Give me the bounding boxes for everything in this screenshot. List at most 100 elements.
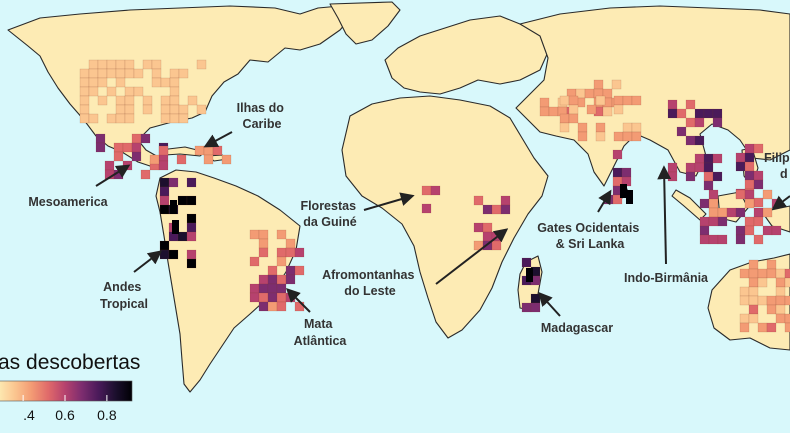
grid-cell (595, 122, 606, 133)
grid-cell (79, 68, 90, 79)
grid-cell (712, 153, 723, 164)
grid-cell (757, 268, 768, 279)
grid-cell (258, 283, 269, 294)
grid-cell (159, 186, 170, 197)
grid-cell (559, 122, 570, 133)
grid-cell (712, 108, 723, 119)
grid-cell (500, 195, 511, 206)
grid-cell (735, 225, 746, 236)
grid-cell (699, 198, 710, 209)
arrow-mesoamerica (95, 164, 131, 187)
label-ilhas-caribe: Ilhas do Caribe (237, 101, 288, 131)
grid-cell (276, 229, 287, 240)
grid-cell (613, 104, 624, 115)
grid-cell (258, 238, 269, 249)
grid-cell (699, 225, 710, 236)
grid-cell (631, 122, 642, 133)
legend-tick-label-2: 0.8 (97, 407, 117, 423)
grid-cell (766, 295, 777, 306)
label-madagascar: Madagascar (541, 321, 613, 335)
grid-cell (249, 292, 260, 303)
landmass-africa (341, 95, 549, 339)
grid-cell (762, 207, 773, 218)
grid-cell (613, 131, 624, 142)
grid-cell (115, 113, 126, 124)
grid-cell (79, 77, 90, 88)
arrow-mata-atlantica (286, 288, 311, 313)
grid-cell (775, 277, 786, 288)
grid-cell-peak (526, 268, 533, 282)
grid-cell (196, 104, 207, 115)
grid-cell (622, 122, 633, 133)
grid-cell (160, 113, 171, 124)
grid-cell (113, 142, 124, 153)
grid-cell (757, 322, 768, 333)
grid-cell (151, 77, 162, 88)
grid-cell (159, 177, 170, 188)
grid-cell (744, 170, 755, 181)
grid-cell (784, 277, 790, 288)
grid-cell (124, 68, 135, 79)
grid-cell (113, 151, 124, 162)
grid-cell (88, 113, 99, 124)
grid-cell (267, 301, 278, 312)
label-mesoamerica: Mesoamerica (28, 195, 108, 209)
grid-cell (739, 295, 750, 306)
grid-cell (178, 68, 189, 79)
grid-cell (775, 286, 786, 297)
arrow-madagascar (538, 291, 561, 317)
grid-cell (106, 59, 117, 70)
grid-cell (88, 86, 99, 97)
grid-cell (539, 106, 550, 117)
arrow-indo-birmania (657, 165, 672, 265)
grid-cell (586, 104, 597, 115)
grid-cell (667, 99, 678, 110)
label-guine: Florestas da Guiné (300, 199, 359, 229)
grid-cell (79, 95, 90, 106)
grid-cell (285, 238, 296, 249)
grid-cell (748, 313, 759, 324)
grid-cell (196, 59, 207, 70)
grid-cell-peak (170, 200, 177, 214)
grid-cell (753, 143, 764, 154)
grid-cell (115, 95, 126, 106)
grid-cell (294, 247, 305, 258)
grid-cell (762, 225, 773, 236)
grid-cell (131, 133, 142, 144)
grid-cell (267, 265, 278, 276)
grid-cell (521, 257, 532, 268)
grid-cell (500, 204, 511, 215)
grid-cell (739, 322, 750, 333)
grid-cell (115, 59, 126, 70)
grid-cell (703, 108, 714, 119)
grid-cell (676, 126, 687, 137)
grid-cell (159, 249, 170, 260)
grid-cell (473, 195, 484, 206)
grid-cell (771, 225, 782, 236)
grid-cell (622, 95, 633, 106)
grid-cell (482, 231, 493, 242)
grid-cell (753, 179, 764, 190)
label-afromontanhas: Afromontanhas do Leste (322, 268, 418, 298)
grid-cell (685, 171, 696, 182)
grid-cell (142, 59, 153, 70)
grid-cell (762, 189, 773, 200)
grid-cell (203, 145, 214, 156)
grid-cell (276, 301, 287, 312)
grid-cell (115, 104, 126, 115)
grid-cell (221, 154, 232, 165)
grid-cell (186, 213, 197, 224)
grid-cell (559, 95, 570, 106)
grid-cell (160, 77, 171, 88)
grid-cell (595, 95, 606, 106)
grid-cell (694, 153, 705, 164)
grid-cell (775, 268, 786, 279)
grid-cell (267, 292, 278, 303)
arrow-ilhas-caribe (203, 131, 233, 148)
grid-cell (124, 59, 135, 70)
grid-cell (79, 86, 90, 97)
grid-cell (744, 152, 755, 163)
grid-cell (97, 95, 108, 106)
grid-cell (267, 283, 278, 294)
grid-cell (699, 216, 710, 227)
